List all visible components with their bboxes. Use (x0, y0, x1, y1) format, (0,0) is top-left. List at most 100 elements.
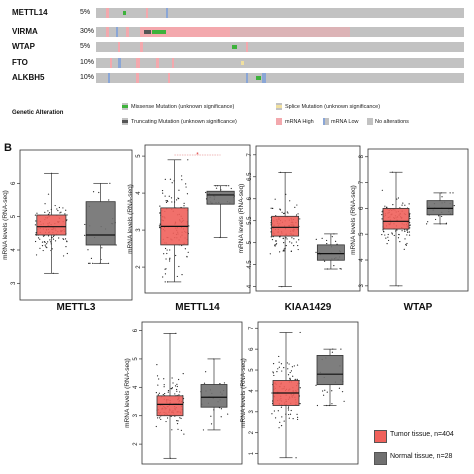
data-point (164, 273, 167, 275)
data-point (326, 242, 328, 245)
plot-title: METTL3 (57, 302, 96, 313)
data-point (109, 182, 111, 184)
y-tick-label: 7 (247, 152, 253, 156)
data-point (434, 218, 437, 221)
data-point (270, 207, 272, 209)
data-point (297, 244, 299, 247)
data-point (57, 209, 59, 212)
data-point (43, 241, 46, 243)
data-point (343, 400, 345, 402)
data-point (163, 378, 165, 380)
data-point (155, 392, 157, 394)
y-axis-label: mRNA levels (RNA-seq) (240, 358, 247, 428)
data-point (34, 214, 37, 216)
box-tumor (271, 215, 300, 237)
data-point (387, 239, 390, 242)
data-point (167, 391, 169, 393)
data-point (283, 242, 285, 244)
data-point (271, 207, 274, 210)
data-point (177, 198, 180, 200)
data-point (44, 203, 46, 205)
data-point (172, 382, 174, 384)
y-tick-label: 3 (249, 409, 255, 413)
y-tick-label: 5 (359, 232, 365, 236)
data-point (164, 268, 166, 270)
data-point (286, 362, 289, 364)
data-point (315, 251, 317, 253)
data-point (285, 237, 287, 239)
box-normal (206, 190, 235, 205)
data-point (165, 258, 167, 260)
data-point (340, 268, 342, 270)
data-point (64, 213, 66, 215)
data-point (163, 386, 165, 388)
data-point (281, 211, 283, 213)
legend-swatch-no-alterations (367, 118, 373, 125)
data-point (409, 224, 411, 226)
data-point (223, 382, 226, 384)
data-point (427, 221, 429, 223)
legend-label-normal: Normal tissue, n=28 (390, 453, 453, 460)
data-point (279, 251, 281, 253)
data-point (62, 238, 64, 240)
data-point (158, 378, 160, 380)
y-tick-label: 5 (249, 368, 255, 372)
data-point (89, 262, 91, 264)
data-point (290, 370, 293, 372)
data-point (382, 229, 384, 231)
data-point (66, 219, 68, 221)
data-point (182, 373, 184, 375)
data-point (297, 213, 299, 215)
data-point (163, 253, 165, 255)
gene-pct-alkbh5: 10% (80, 74, 95, 81)
y-tick-label: 6 (11, 181, 17, 185)
data-point (48, 212, 51, 214)
data-point (292, 375, 294, 377)
data-point (230, 187, 232, 190)
data-point (176, 420, 178, 422)
data-point (92, 262, 94, 264)
data-point (271, 392, 273, 394)
data-point (269, 253, 271, 255)
data-point (175, 199, 178, 201)
data-point (49, 239, 51, 241)
data-point (296, 364, 299, 366)
data-point (66, 240, 68, 242)
data-point (289, 241, 291, 243)
data-point (171, 387, 173, 389)
data-point (84, 234, 86, 236)
data-point (171, 388, 173, 390)
track-alkbh5 (96, 73, 464, 83)
data-point (397, 197, 400, 199)
data-point (46, 243, 48, 245)
data-point (383, 231, 385, 233)
data-point (275, 240, 277, 242)
data-point (219, 383, 221, 385)
data-point (205, 191, 207, 194)
data-point (331, 351, 333, 353)
data-point (166, 417, 169, 419)
data-point (65, 209, 67, 211)
data-point (181, 273, 183, 276)
data-point (275, 243, 277, 246)
data-point (107, 262, 110, 264)
data-point (274, 417, 277, 419)
data-point (386, 206, 388, 209)
y-tick-label: 6 (133, 328, 139, 332)
data-point (291, 242, 293, 244)
data-point (401, 204, 403, 206)
data-point (184, 248, 186, 250)
y-axis-label: mRNA levels (RNA-seq) (350, 185, 357, 255)
data-point (279, 208, 281, 210)
data-point (386, 243, 388, 245)
data-point (287, 374, 290, 376)
data-point (283, 420, 285, 422)
data-point (397, 237, 400, 239)
gene-label-virma: VIRMA (12, 27, 38, 36)
data-point (156, 364, 158, 366)
data-point (176, 423, 179, 425)
data-point (340, 348, 342, 350)
y-axis-label: mRNA levels (RNA-seq) (238, 184, 245, 254)
data-point (296, 204, 298, 206)
legend-label-truncating: Truncating Mutation (unknown significanc… (131, 119, 237, 125)
